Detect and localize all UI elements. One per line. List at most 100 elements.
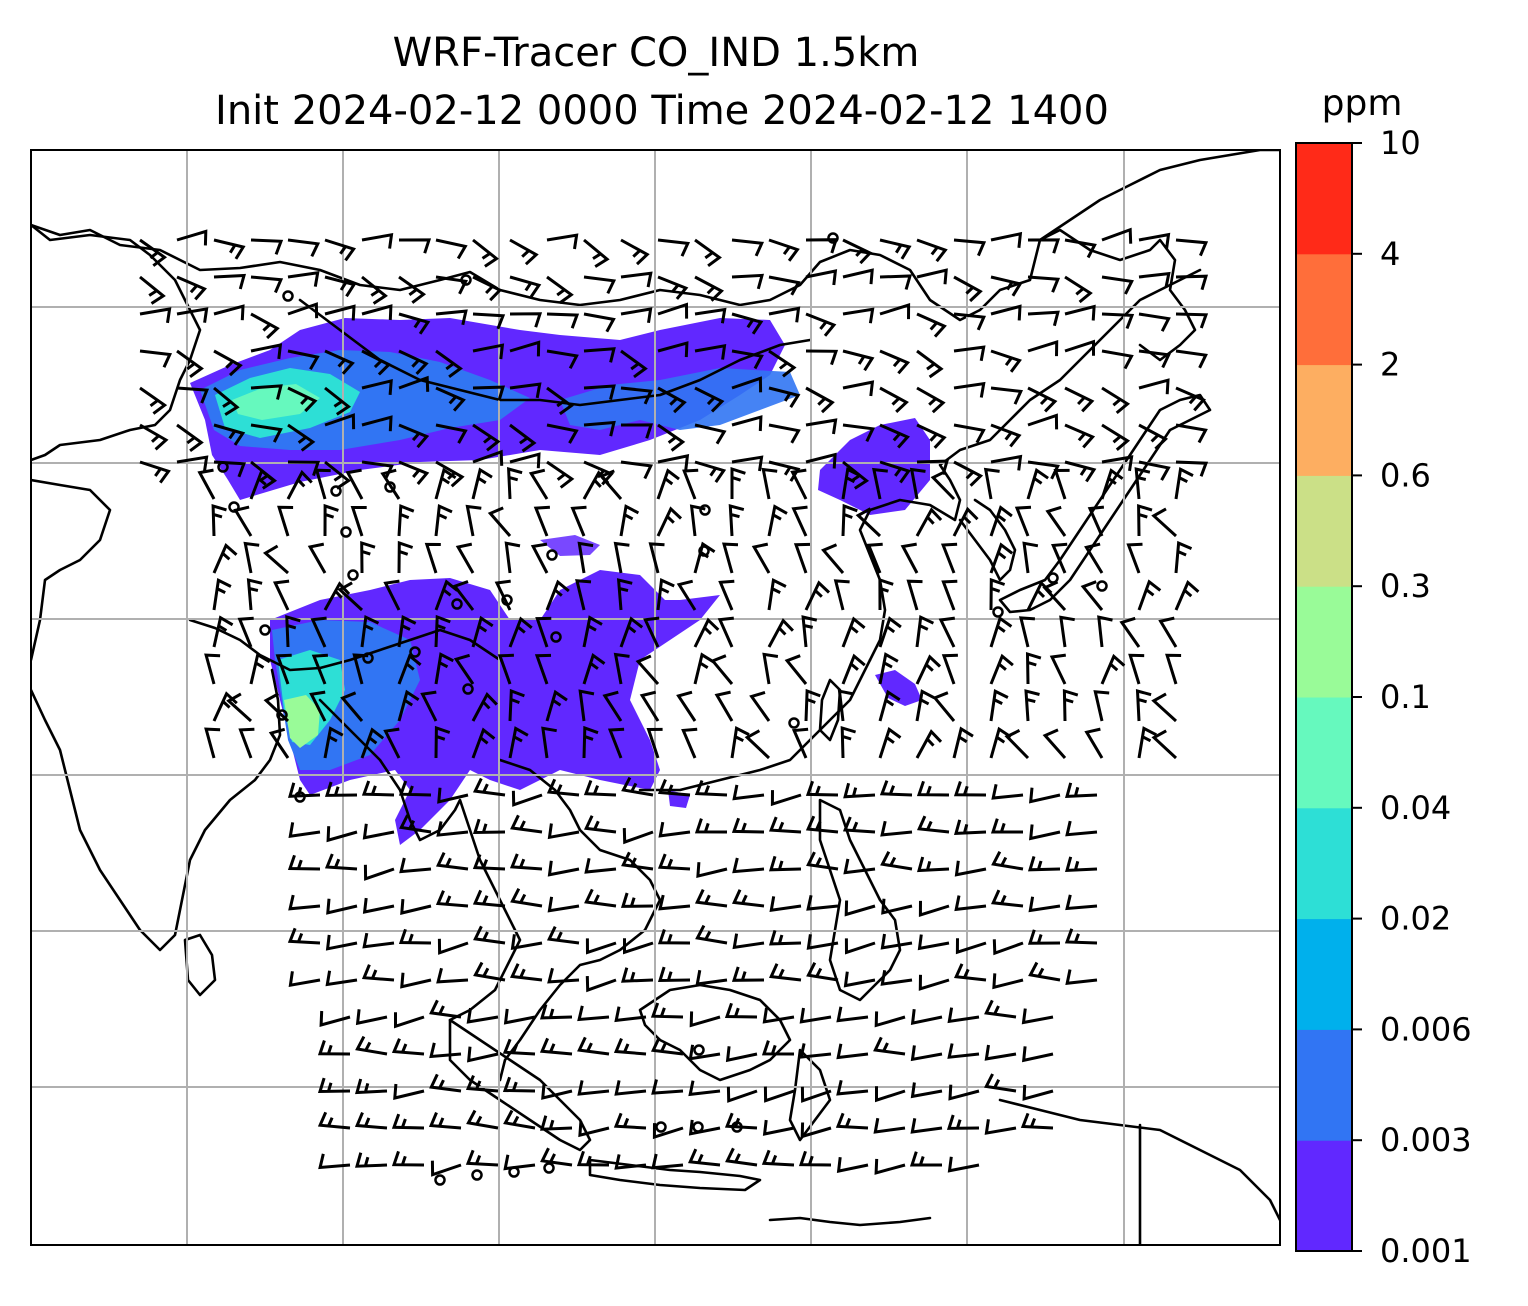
wind-barb <box>360 727 385 759</box>
wind-barb <box>657 423 686 452</box>
wind-barb <box>428 1112 462 1130</box>
wind-barb <box>635 654 660 685</box>
wind-barb <box>510 888 543 908</box>
wind-barb <box>1134 467 1151 500</box>
wind-barb <box>805 349 839 366</box>
wind-barb <box>317 1111 351 1130</box>
wind-barb <box>954 819 987 835</box>
wind-barb <box>1049 653 1067 685</box>
wind-barb <box>984 1044 1017 1061</box>
wind-barb <box>984 999 1017 1019</box>
wind-barb <box>879 238 912 260</box>
wind-barb <box>657 966 691 983</box>
wind-barb <box>176 386 210 404</box>
wind-barb <box>583 275 617 295</box>
wind-barb <box>798 1150 832 1167</box>
wind-barb <box>285 614 301 648</box>
wind-barb <box>1064 304 1096 321</box>
wind-barb <box>507 467 523 500</box>
wind-barb <box>1175 460 1209 477</box>
wind-barb <box>842 268 874 285</box>
wind-barb <box>916 815 950 834</box>
wind-barb <box>317 1040 351 1056</box>
wind-barb <box>243 541 260 574</box>
wind-barb <box>840 725 857 759</box>
colorbar-tick-label: 0.02 <box>1380 900 1451 938</box>
wind-barb <box>361 378 393 396</box>
wind-barb <box>1101 275 1134 295</box>
wind-barb <box>1065 782 1098 798</box>
wind-barb <box>676 690 697 722</box>
wind-barb <box>836 1157 869 1173</box>
wind-barb <box>570 505 587 537</box>
wind-barb <box>989 615 1013 648</box>
calm-wind-marker <box>282 290 294 302</box>
wind-barb <box>873 1036 906 1056</box>
colorbar-tick-label: 0.04 <box>1380 789 1451 827</box>
wind-barb <box>989 542 1014 574</box>
wind-barb <box>657 238 691 257</box>
wind-barb <box>583 238 610 268</box>
wind-barb <box>324 781 358 797</box>
wind-barb <box>768 306 801 323</box>
wind-barb <box>509 423 537 453</box>
wind-barb <box>263 692 290 723</box>
calm-wind-marker <box>692 1121 704 1133</box>
wind-barb <box>361 304 393 321</box>
coastline-new-guinea <box>998 1098 1280 1222</box>
wind-barb <box>837 689 854 722</box>
wind-barb <box>984 1119 1017 1135</box>
wind-barb <box>487 506 512 537</box>
coastline-korea <box>958 498 1017 582</box>
wind-barb <box>397 503 415 537</box>
wind-barb <box>212 615 234 648</box>
wind-barb <box>842 238 873 265</box>
wind-barb <box>990 349 1022 373</box>
wind-barb <box>688 1080 721 1097</box>
wind-barb <box>724 1002 758 1019</box>
wind-barb <box>731 238 765 257</box>
wind-barb <box>990 304 1022 321</box>
wind-barb <box>139 307 172 324</box>
wind-barb <box>1175 274 1209 291</box>
wind-barb <box>391 1113 425 1130</box>
wind-barb <box>1042 580 1067 612</box>
wind-barb <box>268 727 290 759</box>
wind-barb <box>989 653 1014 685</box>
wind-barb <box>732 784 765 801</box>
wind-barb <box>1029 824 1061 841</box>
wind-barb <box>744 729 771 760</box>
wind-barb <box>730 466 746 499</box>
wind-barb <box>767 618 794 648</box>
wind-barb <box>1027 855 1061 872</box>
wind-barb <box>725 1147 758 1167</box>
wind-barb <box>880 933 913 950</box>
coastline-india-peninsula <box>31 668 282 952</box>
wind-barb <box>503 1154 536 1171</box>
wind-barb <box>508 616 533 648</box>
wind-barb <box>657 275 689 300</box>
wind-barb <box>437 938 469 955</box>
wind-barb <box>749 690 771 722</box>
wind-barb <box>768 423 801 444</box>
wind-barb <box>1101 312 1135 330</box>
calm-wind-marker <box>501 594 513 606</box>
wind-barb <box>682 468 699 500</box>
wind-barb <box>424 542 441 574</box>
wind-barb <box>941 579 958 611</box>
wind-barb <box>1059 615 1075 648</box>
wind-barb <box>694 779 728 797</box>
wind-barb <box>879 274 913 290</box>
wind-barb <box>1084 727 1104 759</box>
wind-barb <box>585 938 617 955</box>
wind-barb <box>509 340 541 357</box>
wind-barb <box>1021 1008 1054 1025</box>
wind-barb <box>767 578 787 611</box>
wind-barb <box>714 690 734 722</box>
wind-barb <box>139 275 166 305</box>
calm-wind-marker <box>508 1166 520 1178</box>
wind-barb <box>398 928 432 945</box>
wind-barb <box>1027 460 1060 480</box>
wind-barb <box>246 578 263 611</box>
wind-barb <box>472 853 506 871</box>
